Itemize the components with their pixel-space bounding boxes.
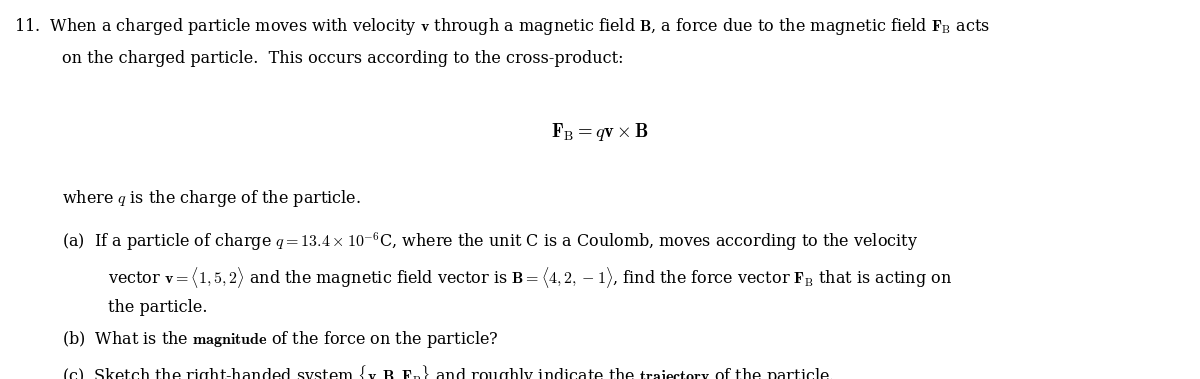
Text: the particle.: the particle. <box>108 299 208 316</box>
Text: vector $\mathbf{v} = \langle 1, 5, 2 \rangle$ and the magnetic field vector is $: vector $\mathbf{v} = \langle 1, 5, 2 \ra… <box>108 265 952 290</box>
Text: (b)  What is the $\mathbf{magnitude}$ of the force on the particle?: (b) What is the $\mathbf{magnitude}$ of … <box>62 329 499 349</box>
Text: (a)  If a particle of charge $q = 13.4 \times 10^{-6}$C, where the unit C is a C: (a) If a particle of charge $q = 13.4 \t… <box>62 230 918 253</box>
Text: $\mathbf{F}_{\mathrm{B}} = q\mathbf{v} \times \mathbf{B}$: $\mathbf{F}_{\mathrm{B}} = q\mathbf{v} \… <box>551 121 649 143</box>
Text: on the charged particle.  This occurs according to the cross-product:: on the charged particle. This occurs acc… <box>62 50 624 67</box>
Text: where $q$ is the charge of the particle.: where $q$ is the charge of the particle. <box>62 188 361 208</box>
Text: (c)  Sketch the right-handed system $\{\mathbf{v}, \mathbf{B}, \mathbf{F}_{\math: (c) Sketch the right-handed system $\{\m… <box>62 363 835 379</box>
Text: 11.  When a charged particle moves with velocity $\mathbf{v}$ through a magnetic: 11. When a charged particle moves with v… <box>14 16 990 37</box>
